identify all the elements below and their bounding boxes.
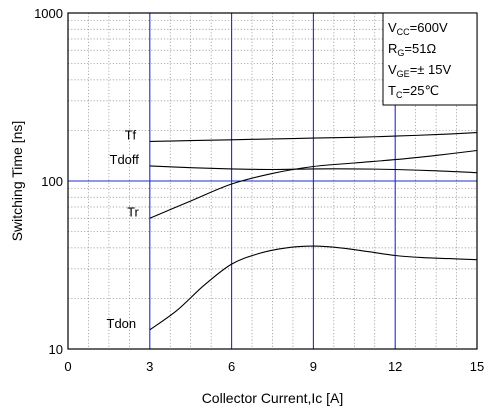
series-lines (149, 132, 478, 331)
series-line-tr (149, 149, 478, 219)
series-label-tdon: Tdon (107, 316, 137, 331)
series-line-tdoff (149, 165, 478, 174)
x-tick-label: 15 (470, 359, 484, 374)
y-tick-label: 100 (41, 174, 63, 189)
series-labels: Tf Tdoff Tr Tdon (107, 127, 140, 330)
x-tick-label: 12 (388, 359, 402, 374)
x-tick-label: 9 (310, 359, 317, 374)
plot-frame (67, 12, 478, 350)
series-label-tf: Tf (125, 127, 137, 142)
minor-grid (68, 13, 477, 349)
condition-line: VCC=600V (388, 20, 448, 37)
test-conditions-box: VCC=600V RG=51Ω VGE=± 15V TC=25℃ (382, 12, 478, 106)
x-tick-label: 3 (146, 359, 153, 374)
conditions-frame (382, 12, 478, 106)
condition-line: TC=25℃ (388, 83, 439, 100)
series-line-tdon (149, 245, 478, 331)
condition-line: VGE=± 15V (388, 62, 451, 79)
x-tick-label: 0 (64, 359, 71, 374)
y-tick-labels: 10 100 1000 (34, 6, 63, 357)
series-line-tf (149, 132, 478, 142)
y-axis-title: Switching Time [ns] (9, 121, 25, 242)
x-tick-labels: 0 3 6 9 12 15 (64, 359, 484, 374)
y-tick-label: 10 (49, 342, 63, 357)
series-label-tdoff: Tdoff (110, 152, 140, 167)
y-tick-label: 1000 (34, 6, 63, 21)
condition-line: RG=51Ω (388, 41, 436, 58)
series-label-tr: Tr (127, 204, 139, 219)
x-tick-label: 6 (228, 359, 235, 374)
x-axis-title: Collector Current,Ic [A] (202, 390, 344, 406)
